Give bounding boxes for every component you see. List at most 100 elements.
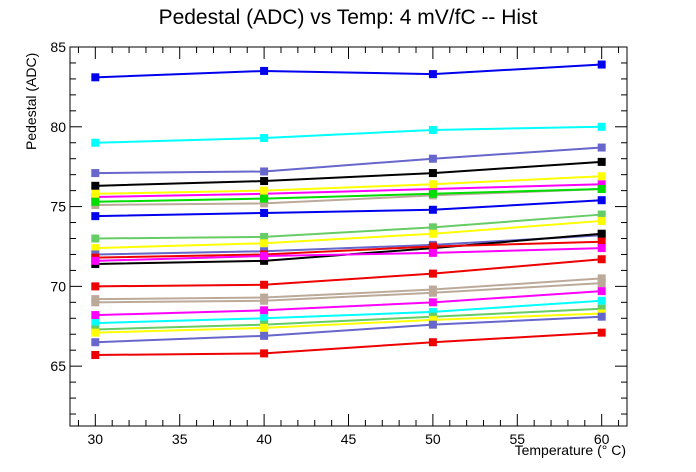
data-point xyxy=(597,304,606,313)
data-point xyxy=(260,194,269,203)
x-tick-label: 60 xyxy=(594,431,610,447)
data-point xyxy=(597,180,606,189)
series-4 xyxy=(91,157,606,190)
data-point xyxy=(260,177,269,186)
series-line xyxy=(95,290,602,317)
data-point xyxy=(428,180,437,189)
data-point xyxy=(597,157,606,166)
series-line xyxy=(95,160,602,187)
x-tick-label: 50 xyxy=(425,431,441,447)
data-point xyxy=(597,237,606,246)
data-point xyxy=(428,315,437,324)
series-line xyxy=(95,63,602,79)
data-point xyxy=(91,282,100,291)
series-line xyxy=(95,282,602,304)
data-point xyxy=(597,296,606,305)
data-point xyxy=(428,269,437,278)
series-line xyxy=(95,247,602,262)
y-tick-label: 65 xyxy=(50,358,66,374)
data-point xyxy=(428,288,437,297)
series-line xyxy=(95,219,602,250)
data-point xyxy=(428,125,437,134)
series-layer xyxy=(91,60,606,359)
y-tick-label: 75 xyxy=(50,199,66,215)
y-tick-label: 80 xyxy=(50,119,66,135)
series-line xyxy=(95,331,602,356)
series-1 xyxy=(91,60,606,82)
series-line xyxy=(95,307,602,331)
data-point xyxy=(597,216,606,225)
data-point xyxy=(91,319,100,328)
data-point xyxy=(260,66,269,75)
data-point xyxy=(260,239,269,248)
series-line xyxy=(95,277,602,301)
data-point xyxy=(428,205,437,214)
data-point xyxy=(91,350,100,359)
chart-title: Pedestal (ADC) vs Temp: 4 mV/fC -- Hist xyxy=(159,6,538,29)
data-point xyxy=(260,349,269,358)
x-tick-label: 35 xyxy=(172,431,188,447)
data-point xyxy=(597,172,606,181)
data-point xyxy=(428,338,437,347)
data-point xyxy=(597,274,606,283)
data-point xyxy=(597,122,606,131)
x-axis-label: Temperature (° C) xyxy=(515,442,626,458)
series-6 xyxy=(91,172,606,198)
axis-ticks xyxy=(70,46,627,426)
x-tick-label: 40 xyxy=(256,431,272,447)
data-point xyxy=(597,185,606,194)
data-point xyxy=(597,287,606,296)
data-point xyxy=(428,169,437,178)
series-11 xyxy=(91,216,606,253)
data-point xyxy=(597,328,606,337)
series-20 xyxy=(91,296,606,328)
data-point xyxy=(260,199,269,208)
series-line xyxy=(95,312,602,334)
series-9 xyxy=(91,196,606,221)
data-point xyxy=(260,296,269,305)
series-line xyxy=(95,299,602,325)
data-point xyxy=(91,197,100,206)
data-point xyxy=(597,255,606,264)
data-point xyxy=(91,244,100,253)
series-10 xyxy=(91,210,606,243)
series-line xyxy=(95,146,602,175)
series-line xyxy=(95,213,602,240)
series-line xyxy=(95,199,602,218)
series-line xyxy=(95,240,602,259)
series-2 xyxy=(91,122,606,147)
series-line xyxy=(95,258,602,288)
data-point xyxy=(91,212,100,221)
data-point xyxy=(91,73,100,82)
series-line xyxy=(95,125,602,144)
data-point xyxy=(597,229,606,238)
data-point xyxy=(91,311,100,320)
data-point xyxy=(428,248,437,257)
series-line xyxy=(95,183,602,198)
series-21 xyxy=(91,304,606,334)
data-point xyxy=(260,256,269,265)
data-point xyxy=(260,167,269,176)
series-3 xyxy=(91,143,606,178)
data-point xyxy=(428,70,437,79)
y-axis-label: Pedestal (ADC) xyxy=(23,53,39,150)
data-point xyxy=(428,223,437,232)
x-tick-label: 45 xyxy=(341,431,357,447)
data-point xyxy=(91,328,100,337)
plot-border xyxy=(69,46,628,427)
data-point xyxy=(428,242,437,251)
series-24 xyxy=(91,328,606,359)
data-point xyxy=(91,189,100,198)
data-point xyxy=(260,280,269,289)
data-point xyxy=(91,234,100,243)
data-point xyxy=(428,185,437,194)
series-line xyxy=(95,188,602,203)
data-point xyxy=(597,60,606,69)
data-point xyxy=(597,312,606,321)
data-point xyxy=(428,189,437,198)
series-15 xyxy=(91,244,606,265)
data-point xyxy=(428,298,437,307)
series-8 xyxy=(91,185,606,206)
data-point xyxy=(260,252,269,261)
